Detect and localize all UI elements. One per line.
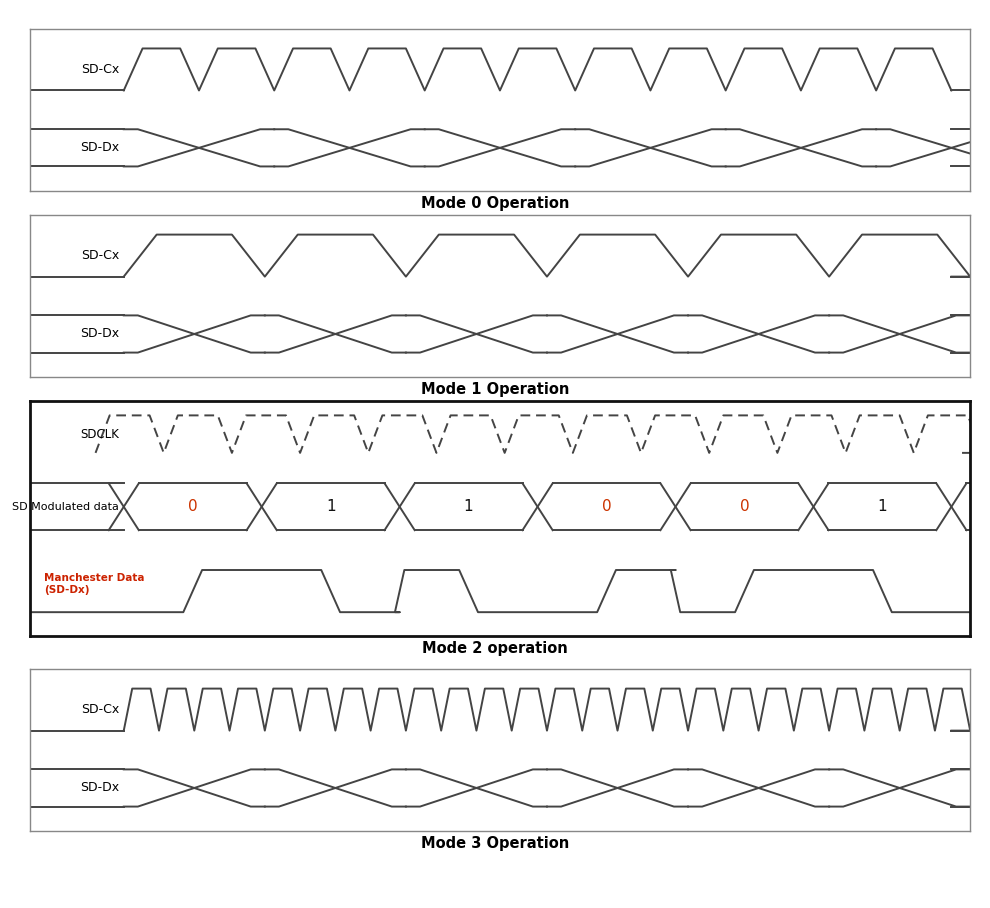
Text: 0: 0 bbox=[602, 499, 612, 514]
Text: SD-Dx: SD-Dx bbox=[80, 142, 119, 154]
Text: 1: 1 bbox=[326, 499, 336, 514]
Text: Mode 2 operation: Mode 2 operation bbox=[422, 641, 568, 656]
Text: Mode 1 Operation: Mode 1 Operation bbox=[421, 382, 569, 397]
Text: 0: 0 bbox=[740, 499, 749, 514]
Text: Mode 0 Operation: Mode 0 Operation bbox=[421, 196, 569, 211]
Text: SD-Cx: SD-Cx bbox=[81, 703, 119, 716]
Text: SD-Dx: SD-Dx bbox=[80, 328, 119, 340]
Text: 0: 0 bbox=[188, 499, 198, 514]
Text: SD-Cx: SD-Cx bbox=[81, 249, 119, 262]
Text: SD Modulated data: SD Modulated data bbox=[12, 502, 119, 512]
Text: SD-Dx: SD-Dx bbox=[80, 782, 119, 794]
Text: SD-Cx: SD-Cx bbox=[81, 63, 119, 76]
Text: SDCLK: SDCLK bbox=[80, 428, 119, 440]
Text: 1: 1 bbox=[463, 499, 473, 514]
Text: 1: 1 bbox=[877, 499, 887, 514]
Text: Mode 3 Operation: Mode 3 Operation bbox=[421, 836, 569, 851]
Text: Manchester Data
(SD-Dx): Manchester Data (SD-Dx) bbox=[44, 573, 145, 595]
